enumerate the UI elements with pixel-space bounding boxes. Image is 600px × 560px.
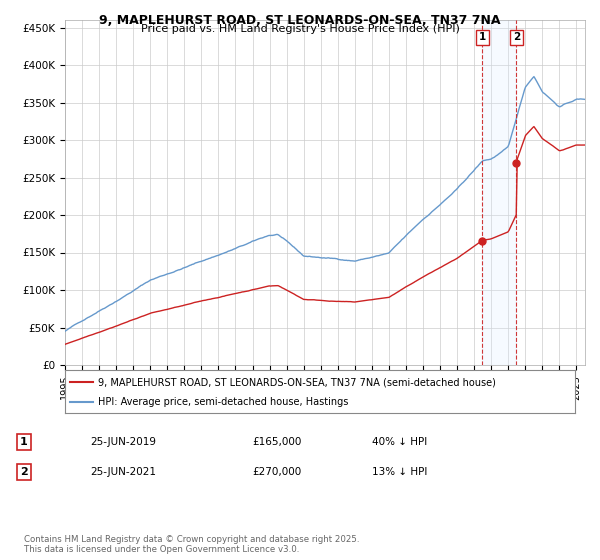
Text: 25-JUN-2021: 25-JUN-2021 [90, 467, 156, 477]
Text: 9, MAPLEHURST ROAD, ST LEONARDS-ON-SEA, TN37 7NA: 9, MAPLEHURST ROAD, ST LEONARDS-ON-SEA, … [99, 14, 501, 27]
Text: £270,000: £270,000 [252, 467, 301, 477]
Text: 9, MAPLEHURST ROAD, ST LEONARDS-ON-SEA, TN37 7NA (semi-detached house): 9, MAPLEHURST ROAD, ST LEONARDS-ON-SEA, … [98, 377, 496, 387]
Text: 13% ↓ HPI: 13% ↓ HPI [372, 467, 427, 477]
Text: 25-JUN-2019: 25-JUN-2019 [90, 437, 156, 447]
Text: 1: 1 [20, 437, 28, 447]
Text: 2: 2 [20, 467, 28, 477]
Text: 2: 2 [513, 32, 520, 42]
Bar [482, 20, 517, 365]
Text: Price paid vs. HM Land Registry's House Price Index (HPI): Price paid vs. HM Land Registry's House … [140, 24, 460, 34]
Text: HPI: Average price, semi-detached house, Hastings: HPI: Average price, semi-detached house,… [98, 397, 349, 407]
Text: 40% ↓ HPI: 40% ↓ HPI [372, 437, 427, 447]
Text: Contains HM Land Registry data © Crown copyright and database right 2025.
This d: Contains HM Land Registry data © Crown c… [24, 535, 359, 554]
Text: £165,000: £165,000 [252, 437, 301, 447]
Text: 1: 1 [479, 32, 486, 42]
